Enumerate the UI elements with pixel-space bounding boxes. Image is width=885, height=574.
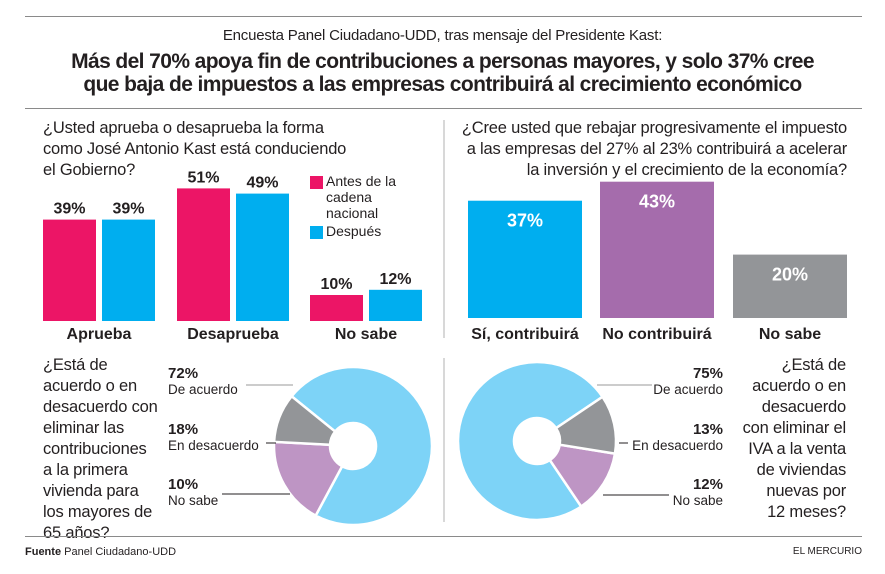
source-text: Panel Ciudadano-UDD (64, 546, 177, 558)
category-label: No contribuirá (602, 326, 711, 343)
publisher: EL MERCURIO (792, 546, 862, 557)
legend-label-line: Antes de la (326, 173, 397, 189)
question-line: con eliminar el (742, 419, 847, 437)
bar-antes (43, 219, 96, 321)
bar-value-label: 39% (53, 201, 85, 218)
pie-label-value: 13% (692, 421, 723, 438)
category-label: Aprueba (67, 326, 132, 343)
category-label: Desaprueba (187, 326, 279, 343)
bar (468, 200, 582, 318)
question-line: ¿Está de (781, 356, 847, 374)
question-line: 12 meses? (767, 503, 846, 521)
question-line: IVA a la venta (748, 440, 846, 458)
pie-label-text: No sabe (672, 493, 723, 508)
top-rule (25, 16, 862, 17)
question-line: acuerdo o en (752, 377, 846, 395)
tax-question-line: a las empresas del 27% al 23% contribuir… (466, 140, 848, 158)
legend-label-line: cadena (326, 189, 372, 205)
bar-value-label: 12% (379, 271, 411, 288)
question-line: acuerdo o en (43, 377, 137, 395)
pie-label-value: 12% (692, 476, 723, 493)
pie-label-de-acuerdo: 75% De acuerdo (653, 365, 723, 398)
legend-label-line: Después (326, 223, 382, 239)
question-line: eliminar las (43, 419, 125, 437)
legend-label-line: nacional (326, 205, 379, 221)
pie-label-de-acuerdo: 72% De acuerdo (168, 365, 238, 398)
contributions-pie-slice-en-desacuerdo (272, 440, 344, 518)
bar-despues (102, 219, 155, 321)
pie-label-en-desacuerdo: 18% En desacuerdo (168, 421, 259, 454)
source-note: Fuente Panel Ciudadano-UDD (25, 546, 176, 558)
pie-label-no-sabe: 12% No sabe (672, 476, 723, 509)
bar-antes (310, 295, 363, 321)
legend-label-despues: Después (326, 223, 381, 239)
bar (600, 181, 714, 318)
pie-label-no-sabe: 10% No sabe (168, 476, 219, 509)
bar-value-label: 39% (112, 201, 144, 218)
iva-pie-slice-de-acuerdo (456, 360, 605, 522)
bar-despues (236, 193, 289, 321)
pie-label-text: En desacuerdo (632, 438, 723, 453)
approval-question-line: como José Antonio Kast está conduciendo (43, 140, 347, 158)
pie-label-text: En desacuerdo (168, 438, 259, 453)
iva-pie-slice-no-sabe (554, 395, 618, 456)
pie-label-en-desacuerdo: 13% En desacuerdo (632, 421, 723, 454)
question-line: desacuerdo con (43, 398, 158, 416)
question-line: nuevas por (766, 482, 846, 500)
category-label: No sabe (335, 326, 397, 343)
headline-line-1: Más del 70% apoya fin de contribuciones … (71, 50, 814, 73)
header-bottom-rule (25, 108, 862, 109)
pie-label-text: De acuerdo (168, 382, 238, 397)
question-line: 65 años? (43, 524, 110, 542)
bar-value-label: 49% (246, 175, 278, 192)
pie-label-value: 75% (692, 365, 723, 382)
approval-question-line: ¿Usted aprueba o desaprueba la forma (43, 119, 324, 137)
source-label: Fuente (25, 546, 62, 558)
category-label: Sí, contribuirá (471, 326, 579, 343)
bar-value-label: 10% (320, 276, 352, 293)
pie-label-text: No sabe (168, 493, 219, 508)
legend-label-antes: Antes de la cadena nacional (326, 173, 396, 221)
vertical-divider-bottom (443, 358, 445, 522)
question-line: los mayores de (43, 503, 153, 521)
bar-value-label: 43% (639, 192, 675, 212)
tax-question-line: ¿Cree usted que rebajar progresivamente … (461, 119, 847, 137)
contributions-question: ¿Está de acuerdo o en desacuerdo con eli… (43, 355, 173, 544)
contributions-pie-slice-de-acuerdo (289, 365, 434, 527)
iva-question: ¿Está de acuerdo o en desacuerdo con eli… (730, 355, 847, 523)
category-label: No sabe (759, 326, 821, 343)
question-line: de viviendas (756, 461, 847, 479)
legend-swatch-antes (310, 176, 323, 189)
bar-despues (369, 289, 422, 321)
headline-line-2: que baja de impuestos a las empresas con… (83, 73, 802, 96)
headline: Más del 70% apoya fin de contribuciones … (0, 50, 885, 96)
question-line: ¿Está de (43, 356, 108, 374)
kicker: Encuesta Panel Ciudadano-UDD, tras mensa… (222, 27, 663, 44)
question-line: desacuerdo (761, 398, 846, 416)
approval-question-line: el Gobierno? (43, 161, 136, 179)
tax-question-line: la inversión y el crecimiento de la econ… (526, 161, 847, 179)
footer-rule (25, 536, 862, 537)
bar-value-label: 37% (507, 211, 543, 231)
question-line: vivienda para (43, 482, 139, 500)
pie-label-value: 72% (168, 365, 199, 382)
pie-label-value: 18% (168, 421, 199, 438)
bar-value-label: 51% (187, 169, 219, 186)
bar (733, 254, 847, 318)
approval-question: ¿Usted aprueba o desaprueba la forma com… (43, 118, 433, 181)
contributions-pie-slice-no-sabe (272, 394, 337, 447)
pie-label-value: 10% (168, 476, 199, 493)
vertical-divider-top (443, 120, 445, 338)
tax-question: ¿Cree usted que rebajar progresivamente … (455, 118, 847, 181)
bar-value-label: 20% (772, 265, 808, 285)
question-line: contribuciones (43, 440, 147, 458)
bar-antes (177, 188, 230, 321)
question-line: a la primera (43, 461, 128, 479)
legend-swatch-despues (310, 226, 323, 239)
pie-label-text: De acuerdo (653, 382, 723, 397)
